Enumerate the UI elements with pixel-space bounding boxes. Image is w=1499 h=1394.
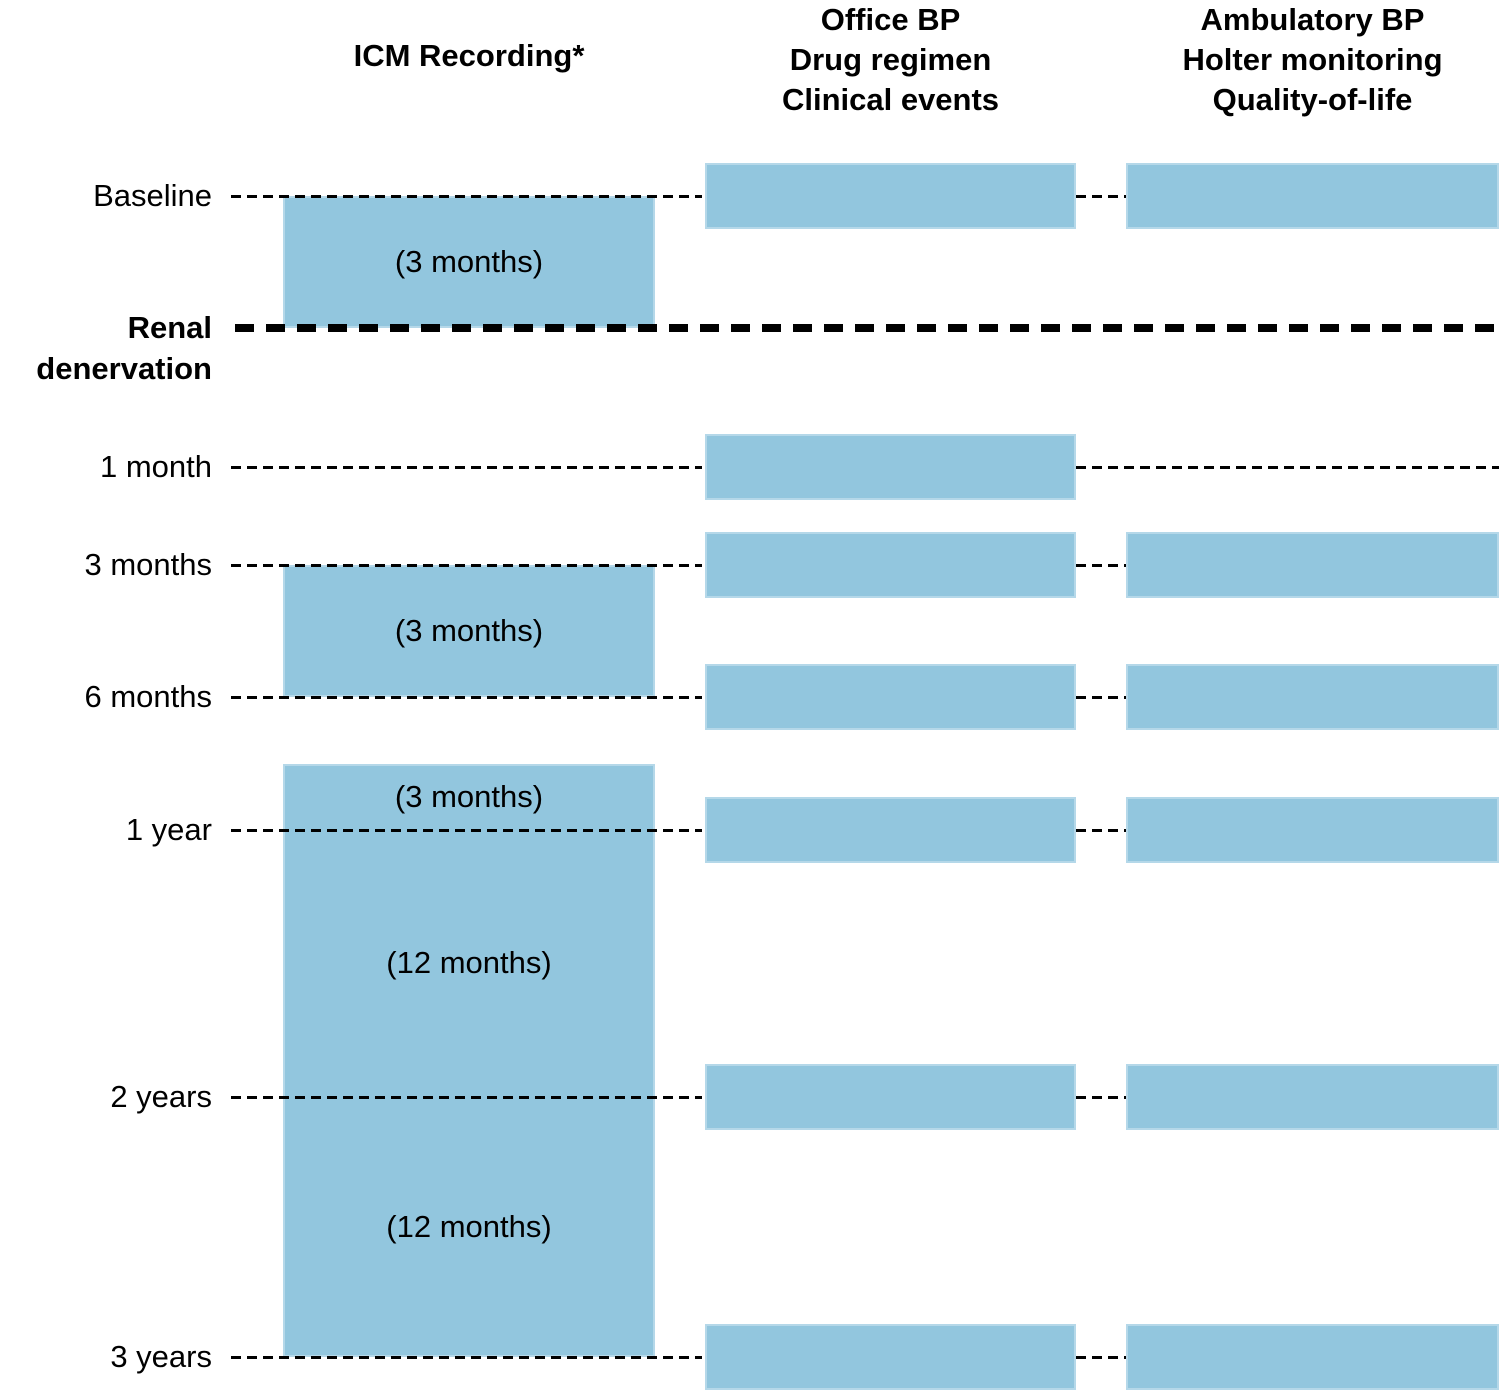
ambulatory-bp-box-baseline [1126, 163, 1499, 229]
column-header-office-line2: Drug regimen [789, 42, 992, 77]
ambulatory-bp-box-1-year [1126, 797, 1499, 863]
icm-duration-label-block3-pre-1y: (3 months) [394, 779, 544, 814]
dashed-line-baseline-left [231, 195, 702, 198]
ambulatory-bp-box-3-years [1126, 1324, 1499, 1390]
icm-recording-box-9m-to-3y [283, 764, 655, 1357]
dashed-line-6-months-left [231, 696, 702, 699]
office-bp-box-3-years [705, 1324, 1076, 1390]
column-header-office-bp: Office BP Drug regimen Clinical events [705, 0, 1076, 120]
column-header-icm-recording: ICM Recording* [353, 38, 585, 73]
icm-duration-label-block2: (3 months) [394, 613, 544, 648]
intervention-label-line1: Renal [127, 310, 212, 345]
timepoint-label-6-months: 6 months [84, 679, 212, 714]
dashed-line-2-years-connector [1076, 1096, 1126, 1099]
dashed-line-1-month-left [231, 466, 702, 469]
dashed-line-baseline-connector [1076, 195, 1126, 198]
column-header-office-line1: Office BP [820, 2, 961, 37]
dashed-line-3-years-connector [1076, 1356, 1126, 1359]
renal-denervation-line [235, 324, 1499, 332]
ambulatory-bp-box-3-months [1126, 532, 1499, 598]
office-bp-box-baseline [705, 163, 1076, 229]
dashed-line-1-year-left [231, 829, 702, 832]
office-bp-box-2-years [705, 1064, 1076, 1130]
ambulatory-bp-box-2-years [1126, 1064, 1499, 1130]
intervention-label-renal-denervation: Renal denervation [0, 307, 212, 389]
icm-duration-label-block3-1y-2y: (12 months) [386, 945, 552, 980]
timepoint-label-baseline: Baseline [93, 178, 212, 213]
icm-recording-box-3m-to-6m [283, 565, 655, 697]
column-header-ambulatory-bp: Ambulatory BP Holter monitoring Quality-… [1126, 0, 1499, 120]
dashed-line-6-months-connector [1076, 696, 1126, 699]
office-bp-box-1-month [705, 434, 1076, 500]
icm-duration-label-block1: (3 months) [394, 244, 544, 279]
dashed-line-1-month-right [1076, 466, 1499, 469]
intervention-label-line2: denervation [36, 351, 212, 386]
office-bp-box-3-months [705, 532, 1076, 598]
column-header-ambulatory-line1: Ambulatory BP [1200, 2, 1425, 37]
dashed-line-3-months-left [231, 564, 702, 567]
timepoint-label-1-year: 1 year [125, 812, 212, 847]
column-header-office-line3: Clinical events [781, 82, 1000, 117]
office-bp-box-1-year [705, 797, 1076, 863]
dashed-line-3-years-left [231, 1356, 702, 1359]
column-header-ambulatory-line2: Holter monitoring [1182, 42, 1443, 77]
office-bp-box-6-months [705, 664, 1076, 730]
dashed-line-2-years-left [231, 1096, 702, 1099]
column-header-ambulatory-line3: Quality-of-life [1212, 82, 1413, 117]
ambulatory-bp-box-6-months [1126, 664, 1499, 730]
icm-duration-label-block3-2y-3y: (12 months) [386, 1209, 552, 1244]
dashed-line-3-months-connector [1076, 564, 1126, 567]
timepoint-label-2-years: 2 years [110, 1079, 212, 1114]
timepoint-label-3-months: 3 months [84, 547, 212, 582]
timepoint-label-3-years: 3 years [110, 1339, 212, 1374]
timepoint-label-1-month: 1 month [99, 449, 212, 484]
dashed-line-1-year-connector [1076, 829, 1126, 832]
